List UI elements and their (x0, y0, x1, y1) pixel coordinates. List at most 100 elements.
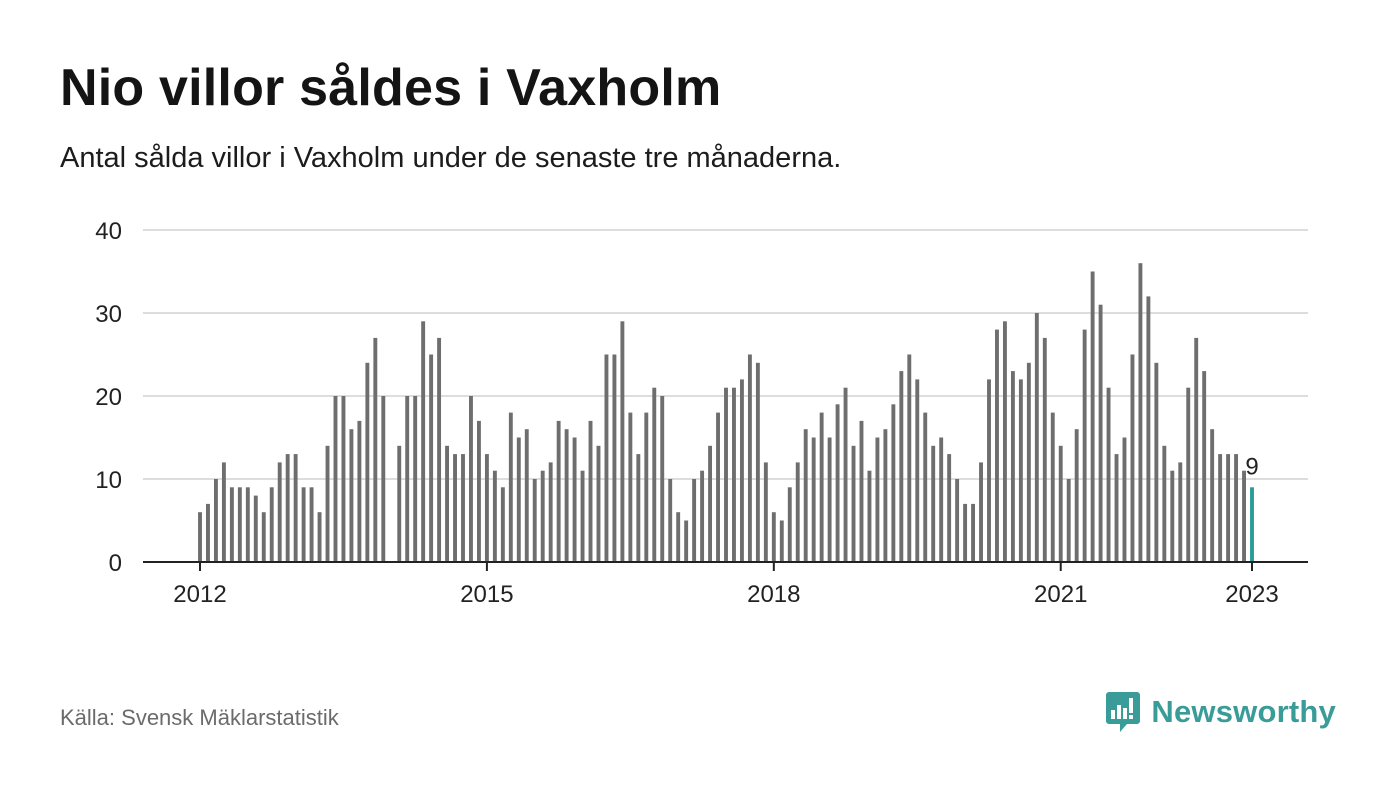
bar (397, 445, 402, 562)
bar (357, 420, 362, 562)
y-tick-label: 40 (95, 218, 122, 245)
bar (795, 462, 800, 562)
bar (963, 503, 968, 562)
brand-name: Newsworthy (1151, 694, 1336, 729)
bar (899, 371, 904, 562)
bar (1098, 304, 1103, 562)
bar (453, 454, 457, 562)
bar (1002, 321, 1007, 562)
bars (198, 263, 1254, 562)
bar (221, 462, 226, 562)
bar (724, 387, 728, 562)
bar (429, 354, 434, 562)
bar (995, 329, 999, 562)
bar (1178, 462, 1183, 562)
x-tick-label: 2015 (460, 581, 513, 608)
bar (1050, 412, 1055, 562)
bar (476, 420, 481, 562)
bar (660, 396, 665, 562)
bar (1058, 445, 1063, 562)
bar (708, 445, 713, 562)
bar (1162, 445, 1167, 562)
bar (1218, 454, 1223, 562)
chart-subtitle: Antal sålda villor i Vaxholm under de se… (60, 142, 842, 174)
bar (293, 454, 298, 562)
data-label: 9 (1245, 453, 1258, 480)
bar (1034, 313, 1039, 562)
bar (939, 437, 944, 562)
bar (540, 470, 545, 562)
bar (484, 454, 489, 562)
bar (811, 437, 816, 562)
bar (915, 379, 920, 562)
bar (947, 454, 952, 562)
bar (572, 437, 577, 562)
bar (237, 487, 242, 562)
bar (269, 487, 274, 562)
data-labels: 9 (1245, 453, 1258, 480)
bar (931, 445, 936, 562)
x-tick-label: 2012 (173, 581, 226, 608)
bar (277, 462, 282, 562)
bar-chart: 0 10 20 30 40 2012 2015 2018 2021 2023 9 (95, 218, 1308, 608)
bar (636, 454, 641, 562)
bar (1138, 263, 1143, 562)
bar (644, 412, 649, 562)
bar (206, 503, 210, 562)
bar (835, 404, 840, 562)
bar (1114, 454, 1119, 562)
bar (747, 354, 752, 562)
bar (285, 454, 290, 562)
bar (461, 454, 465, 562)
bar (1202, 371, 1207, 562)
bar (261, 512, 266, 562)
bar (827, 437, 832, 562)
bar (229, 487, 234, 562)
bar (907, 354, 912, 562)
bar (516, 437, 521, 562)
bar (198, 512, 202, 562)
bar (604, 354, 609, 562)
bar (979, 462, 983, 562)
y-axis-ticks: 0 10 20 30 40 (95, 218, 122, 577)
bar (437, 337, 442, 562)
bar (668, 479, 673, 562)
bar (923, 412, 928, 562)
bar (253, 495, 258, 562)
bar (700, 470, 705, 562)
bar (867, 470, 872, 562)
bar (373, 337, 378, 562)
bar (891, 404, 896, 562)
bar (445, 445, 450, 562)
bar (1226, 454, 1231, 562)
bar (508, 412, 513, 562)
bar (245, 487, 250, 562)
bar (1242, 470, 1246, 562)
bar (851, 445, 856, 562)
bar (564, 429, 569, 562)
source-note: Källa: Svensk Mäklarstatistik (60, 705, 339, 730)
bar (325, 445, 330, 562)
bar (1210, 429, 1215, 562)
bar (421, 321, 426, 562)
bar (1186, 387, 1191, 562)
y-tick-label: 0 (109, 550, 122, 577)
bar (349, 429, 354, 562)
bar (317, 512, 322, 562)
bar (692, 479, 697, 562)
bar (652, 387, 657, 562)
bar (955, 479, 960, 562)
bar (875, 437, 880, 562)
bar (213, 479, 218, 562)
bar (413, 396, 418, 562)
bar (787, 487, 792, 562)
bar (1170, 470, 1175, 562)
bar (971, 503, 976, 562)
bar (620, 321, 625, 562)
bar (500, 487, 505, 562)
bar (524, 429, 529, 562)
bar (803, 429, 808, 562)
bar (1082, 329, 1087, 562)
bar (1090, 271, 1095, 562)
bar (1066, 479, 1071, 562)
